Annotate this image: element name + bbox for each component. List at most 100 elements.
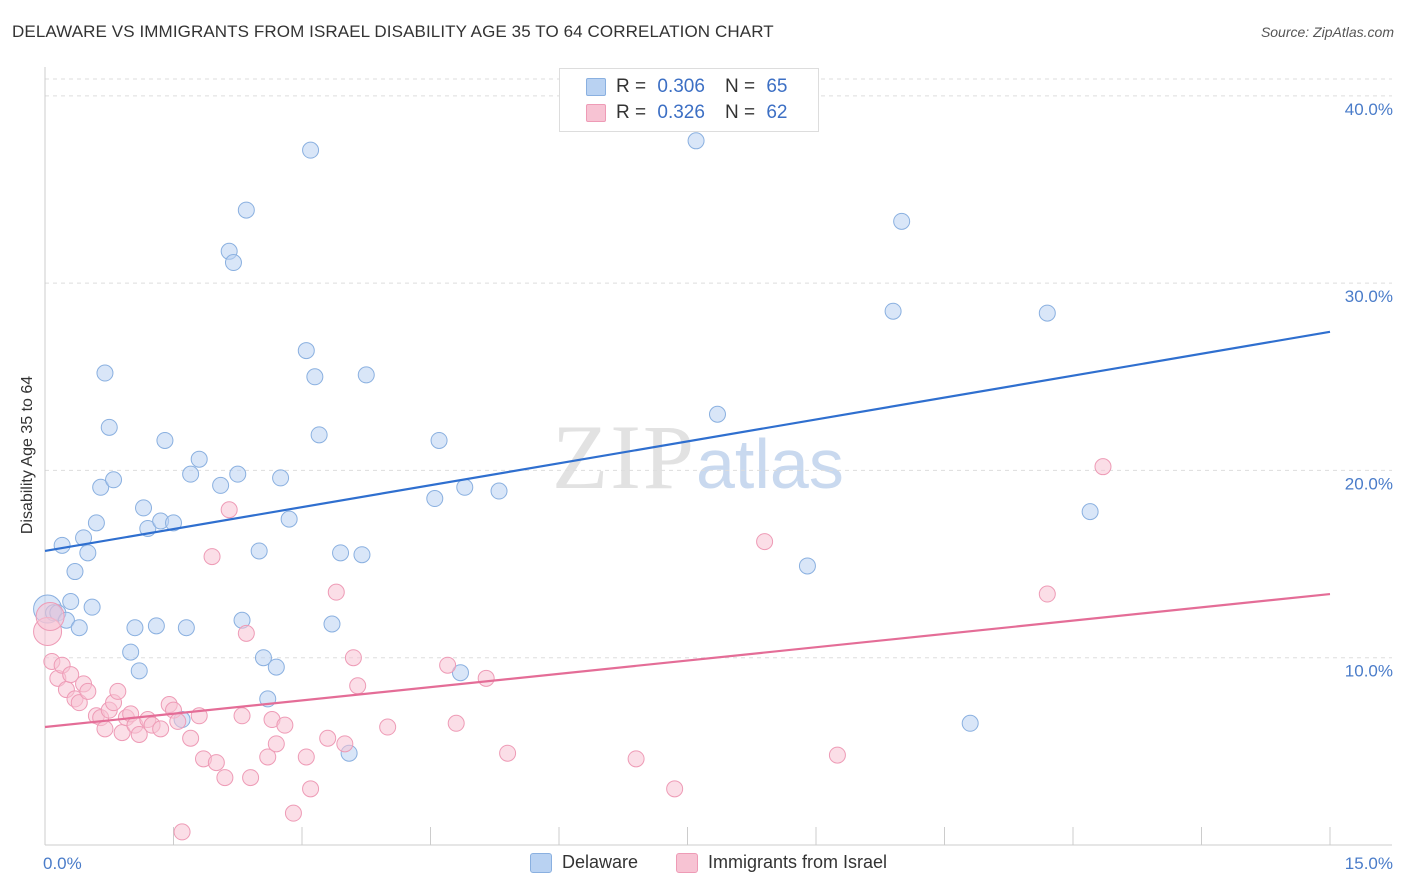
israel-point [70, 694, 88, 712]
chart-title: DELAWARE VS IMMIGRANTS FROM ISRAEL DISAB… [12, 22, 774, 41]
delaware-point [130, 662, 148, 680]
delaware-swatch-icon [586, 78, 606, 96]
israel-point [242, 769, 260, 787]
israel-point [1038, 585, 1056, 603]
delaware-point [190, 450, 208, 468]
delaware-point [70, 619, 88, 637]
delaware-point [302, 141, 320, 159]
delaware-point [254, 649, 272, 667]
x-tick-label: 0.0% [43, 854, 82, 873]
israel-point [276, 716, 294, 734]
israel-point [327, 583, 345, 601]
israel-point [666, 780, 684, 798]
source-label: Source: ZipAtlas.com [1260, 24, 1394, 40]
delaware-point [122, 643, 140, 661]
israel-point [79, 682, 97, 700]
israel-point [828, 746, 846, 764]
legend-row-delaware: R = 0.306 N = 65 [586, 75, 787, 99]
israel-point [182, 729, 200, 747]
legend-r-label: R = [616, 76, 647, 97]
israel-point [207, 754, 225, 772]
delaware-point [708, 405, 726, 423]
delaware-point [66, 563, 84, 581]
bottom-legend-label: Delaware [562, 852, 639, 872]
israel-point [203, 548, 221, 566]
delaware-point [456, 478, 474, 496]
x-tick-label: 15.0% [1345, 854, 1393, 873]
delaware-point [83, 598, 101, 616]
delaware-point [135, 499, 153, 517]
delaware-point [272, 469, 290, 487]
delaware-point [280, 510, 298, 528]
y-tick-label: 40.0% [1345, 100, 1393, 119]
delaware-point [961, 714, 979, 732]
delaware-point [1081, 503, 1099, 521]
israel-point [477, 669, 495, 687]
israel-point [62, 666, 80, 684]
delaware-point [490, 482, 508, 500]
israel-point [756, 533, 774, 551]
delaware-point [156, 431, 174, 449]
delaware-point [306, 368, 324, 386]
watermark: ZIPatlas [552, 404, 844, 510]
israel-point [379, 718, 397, 736]
legend-r-label: R = [616, 102, 647, 123]
israel-point [267, 735, 285, 753]
y-tick-label: 20.0% [1345, 474, 1393, 493]
israel-point [96, 720, 114, 738]
israel-trend-line [44, 592, 1331, 729]
delaware-point [250, 542, 268, 560]
israel-point [297, 748, 315, 766]
delaware-point [212, 476, 230, 494]
legend-r-value: 0.326 [657, 102, 705, 123]
bottom-legend-label: Immigrants from Israel [708, 852, 888, 872]
israel-swatch-icon [586, 104, 606, 122]
israel-point [319, 729, 337, 747]
legend-n-value: 62 [766, 102, 788, 123]
israel-point [237, 624, 255, 642]
delaware-point [165, 514, 182, 532]
legend-r-value: 0.306 [657, 76, 705, 97]
delaware-trend-line [44, 330, 1331, 553]
delaware-point [105, 471, 123, 489]
israel-point [349, 677, 367, 695]
delaware-point [224, 254, 242, 272]
delaware-point [237, 201, 255, 219]
israel-point [627, 750, 645, 768]
israel-point [233, 707, 251, 725]
delaware-point [100, 418, 118, 436]
legend-n-label: N = [724, 76, 756, 97]
delaware-point [430, 431, 448, 449]
delaware-point [323, 615, 341, 633]
israel-point [35, 602, 65, 632]
delaware-point [177, 619, 195, 637]
israel-point [336, 735, 354, 753]
y-tick-label: 30.0% [1345, 287, 1393, 306]
delaware-point [451, 664, 469, 682]
delaware-point [884, 302, 902, 320]
israel-point [259, 748, 277, 766]
israel-point [284, 804, 302, 822]
bottom-legend-israel: Immigrants from Israel [676, 852, 887, 873]
watermark-atlas: atlas [696, 425, 844, 503]
delaware-point [353, 546, 371, 564]
legend-n-label: N = [724, 102, 756, 123]
delaware-point [332, 544, 350, 562]
delaware-point [297, 342, 315, 360]
israel-point [220, 501, 238, 519]
legend-row-israel: R = 0.326 N = 62 [586, 101, 787, 125]
delaware-point [79, 544, 97, 562]
israel-point [302, 780, 320, 798]
watermark-zip: ZIP [552, 406, 696, 508]
delaware-point [1038, 304, 1056, 322]
delaware-point [229, 465, 247, 483]
israel-point [130, 726, 148, 744]
delaware-point [53, 536, 71, 554]
israel-point [499, 744, 517, 762]
israel-point [173, 823, 191, 841]
israel-point [109, 682, 127, 700]
delaware-point [798, 557, 816, 575]
delaware-point [310, 426, 328, 444]
israel-point [439, 656, 457, 674]
